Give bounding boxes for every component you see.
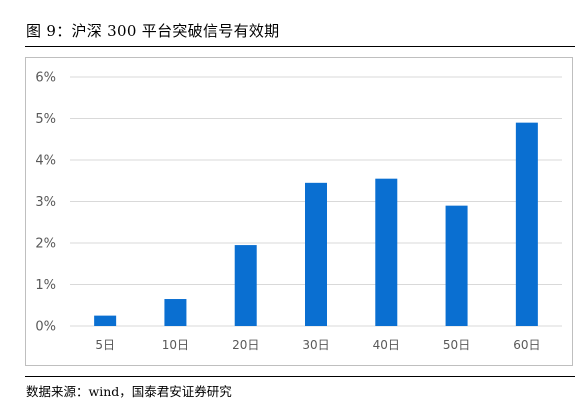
x-tick-label: 5日 bbox=[95, 338, 115, 352]
x-tick-label: 10日 bbox=[162, 338, 189, 352]
y-tick-label: 1% bbox=[35, 278, 56, 293]
y-tick-label: 2% bbox=[35, 237, 56, 252]
y-tick-label: 6% bbox=[35, 71, 56, 86]
x-axis-tick-labels: 5日 10日 20日 30日 40日 50日 60日 bbox=[95, 338, 540, 352]
y-axis-tick-labels: 0% 1% 2% 3% 4% 5% 6% bbox=[35, 71, 56, 335]
y-tick-label: 4% bbox=[35, 154, 56, 169]
y-tick-label: 5% bbox=[35, 112, 56, 127]
bar bbox=[305, 182, 327, 326]
bar bbox=[515, 122, 538, 327]
bar bbox=[234, 245, 257, 326]
y-tick-label: 3% bbox=[35, 195, 56, 210]
x-tick-label: 60日 bbox=[513, 338, 540, 352]
footer-divider bbox=[25, 376, 575, 377]
bar-chart: 0% 1% 2% 3% 4% 5% 6% 5日 10日 20日 30日 40日 50日 60日 bbox=[35, 71, 562, 352]
bar bbox=[375, 178, 398, 326]
x-tick-label: 50日 bbox=[443, 338, 470, 352]
chart-frame: 0% 1% 2% 3% 4% 5% 6% 5日 10日 20日 30日 40日 50日 60日 bbox=[25, 57, 573, 366]
bar bbox=[164, 299, 187, 326]
x-tick-label: 40日 bbox=[373, 338, 400, 352]
title-divider bbox=[25, 46, 575, 47]
bars bbox=[94, 122, 538, 327]
bar bbox=[94, 315, 117, 326]
figure-title: 图 9：沪深 300 平台突破信号有效期 bbox=[26, 22, 280, 40]
x-tick-label: 30日 bbox=[302, 338, 329, 352]
data-source-note: 数据来源：wind，国泰君安证券研究 bbox=[26, 384, 232, 399]
bar bbox=[445, 205, 468, 326]
x-tick-label: 20日 bbox=[232, 338, 259, 352]
y-tick-label: 0% bbox=[35, 320, 56, 335]
